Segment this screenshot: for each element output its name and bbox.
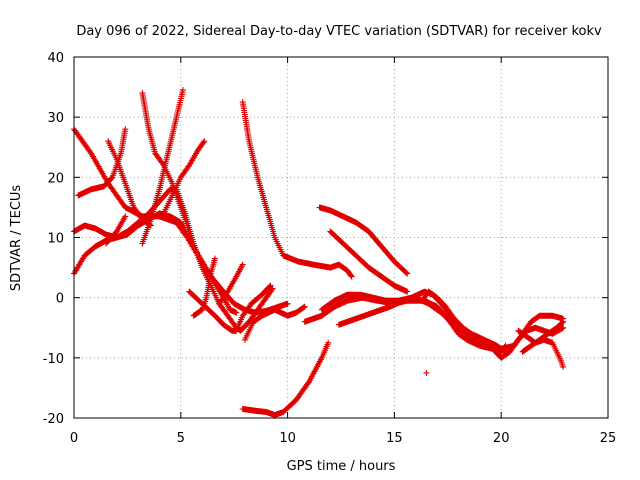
series-arc-e bbox=[105, 138, 154, 229]
plus-markers bbox=[103, 213, 129, 247]
series-arc-d bbox=[75, 126, 129, 199]
series-outlier bbox=[423, 369, 430, 376]
x-tick-label: 25 bbox=[600, 431, 617, 446]
x-tick-label: 10 bbox=[279, 431, 296, 446]
plus-markers bbox=[216, 261, 246, 307]
series-arc-l bbox=[216, 261, 246, 307]
plus-markers bbox=[75, 126, 129, 199]
series-arc-n bbox=[241, 303, 308, 343]
series-arc-r bbox=[335, 294, 513, 361]
x-tick-label: 20 bbox=[493, 431, 510, 446]
plus-markers bbox=[239, 339, 332, 418]
plus-markers bbox=[335, 294, 513, 361]
plus-markers bbox=[241, 303, 308, 343]
y-tick-label: 0 bbox=[56, 292, 64, 307]
data-markers bbox=[71, 87, 567, 418]
x-tick-label: 0 bbox=[70, 431, 78, 446]
plus-markers bbox=[139, 87, 186, 247]
y-tick-label: 10 bbox=[47, 232, 64, 247]
y-axis-label: SDTVAR / TECUs bbox=[9, 185, 24, 292]
plus-markers bbox=[105, 138, 154, 229]
y-tick-label: 20 bbox=[47, 171, 64, 186]
x-axis-tick-labels: 0 5 10 15 20 25 bbox=[70, 431, 616, 446]
x-axis-label: GPS time / hours bbox=[287, 459, 396, 474]
grid-lines bbox=[74, 57, 608, 418]
series-arc-f bbox=[103, 213, 129, 247]
series-arc-u bbox=[419, 288, 475, 340]
chart-title: Day 096 of 2022, Sidereal Day-to-day VTE… bbox=[76, 24, 602, 39]
y-tick-label: 40 bbox=[47, 51, 64, 66]
series-arc-t bbox=[327, 228, 411, 295]
plus-markers bbox=[239, 99, 355, 280]
x-tick-label: 5 bbox=[177, 431, 185, 446]
series-arc-i bbox=[160, 138, 208, 217]
series-arc-g bbox=[139, 87, 186, 247]
plot-frame bbox=[73, 56, 609, 419]
series-arc-o bbox=[239, 339, 332, 418]
plus-markers bbox=[160, 138, 208, 217]
series-arc-y bbox=[519, 318, 567, 355]
plus-markers bbox=[423, 369, 430, 376]
x-tick-label: 15 bbox=[386, 431, 403, 446]
plus-markers bbox=[316, 204, 411, 277]
series-arc-m bbox=[239, 99, 355, 280]
series-arc-s bbox=[316, 204, 411, 277]
y-tick-label: 30 bbox=[47, 111, 64, 126]
y-tick-label: -20 bbox=[43, 412, 64, 427]
plus-markers bbox=[327, 228, 411, 295]
series-arc-h bbox=[139, 90, 193, 235]
plus-markers bbox=[186, 282, 274, 334]
plus-markers bbox=[139, 90, 193, 235]
series-arc-k bbox=[186, 282, 274, 334]
plus-markers bbox=[519, 318, 567, 355]
y-tick-label: -10 bbox=[43, 352, 64, 367]
y-axis-tick-labels: -20 -10 0 10 20 30 40 bbox=[43, 51, 64, 427]
plus-markers bbox=[419, 288, 475, 340]
